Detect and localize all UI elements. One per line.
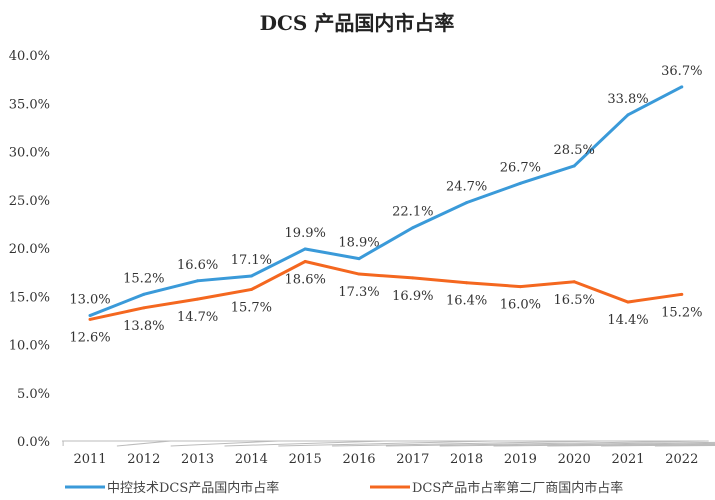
data-label: 28.5%: [554, 143, 595, 158]
data-point: [680, 292, 684, 296]
data-point: [88, 314, 92, 318]
data-label: 16.9%: [392, 289, 433, 304]
x-tick: [170, 440, 279, 447]
x-tick-label: 2019: [504, 452, 537, 467]
x-tick: [439, 441, 715, 447]
data-label: 16.0%: [500, 298, 541, 313]
data-label: 16.4%: [446, 294, 487, 309]
x-tick: [385, 440, 709, 447]
data-label: 36.7%: [661, 64, 702, 79]
y-tick-label: 5.0%: [17, 387, 50, 402]
data-point: [303, 260, 307, 264]
y-tick-label: 40.0%: [9, 49, 50, 64]
data-label: 16.5%: [554, 293, 595, 308]
x-tick-label: 2014: [235, 452, 268, 467]
y-tick-label: 25.0%: [9, 194, 50, 209]
data-label: 13.0%: [69, 293, 110, 308]
data-point: [303, 247, 307, 251]
x-tick-label: 2022: [665, 452, 698, 467]
data-label: 16.6%: [177, 258, 218, 273]
data-label: 15.7%: [231, 300, 272, 315]
data-point: [88, 317, 92, 321]
x-tick: [547, 443, 715, 447]
data-label: 12.6%: [69, 330, 110, 345]
data-label: 17.1%: [231, 253, 272, 268]
x-tick-label: 2018: [450, 452, 483, 467]
data-point: [196, 297, 200, 301]
x-tick-label: 2011: [73, 452, 106, 467]
data-point: [626, 113, 630, 117]
legend-label: DCS产品市占率第二厂商国内市占率: [412, 480, 623, 496]
data-label: 17.3%: [338, 285, 379, 300]
x-tick-label: 2017: [396, 452, 429, 467]
y-tick-label: 35.0%: [9, 97, 50, 112]
data-point: [518, 181, 522, 185]
data-point: [249, 274, 253, 278]
data-point: [142, 292, 146, 296]
data-label: 18.9%: [338, 236, 379, 251]
data-point: [680, 85, 684, 89]
data-label: 24.7%: [446, 180, 487, 195]
x-tick: [493, 442, 715, 447]
x-tick-label: 2020: [558, 452, 591, 467]
data-label: 15.2%: [123, 271, 164, 286]
x-tick-label: 2013: [181, 452, 214, 467]
data-label: 19.9%: [285, 226, 326, 241]
data-label: 33.8%: [607, 92, 648, 107]
data-label: 18.6%: [285, 273, 326, 288]
data-label: 26.7%: [500, 160, 541, 175]
chart-title: DCS 产品国内市占率: [260, 11, 455, 35]
x-tick-label: 2016: [342, 452, 375, 467]
x-tick-label: 2012: [127, 452, 160, 467]
y-tick-label: 10.0%: [9, 339, 50, 354]
data-point: [465, 201, 469, 205]
series-line-1: [89, 259, 683, 321]
x-tick: [278, 440, 494, 447]
x-tick: [224, 440, 386, 447]
data-point: [518, 285, 522, 289]
y-tick-label: 30.0%: [9, 146, 50, 161]
data-label: 15.2%: [661, 305, 702, 320]
legend-label: 中控技术DCS产品国内市占率: [107, 480, 279, 496]
data-point: [572, 164, 576, 168]
x-tick-label: 2015: [289, 452, 322, 467]
data-point: [572, 280, 576, 284]
data-point: [411, 226, 415, 230]
data-point: [411, 276, 415, 280]
data-point: [465, 281, 469, 285]
data-label: 13.8%: [123, 319, 164, 334]
y-tick-label: 0.0%: [17, 435, 50, 450]
x-tick-label: 2021: [611, 452, 644, 467]
x-tick: [601, 444, 715, 447]
data-point: [626, 300, 630, 304]
data-label: 22.1%: [392, 205, 433, 220]
y-tick-label: 15.0%: [9, 290, 50, 305]
data-label: 14.4%: [607, 313, 648, 328]
data-point: [249, 287, 253, 291]
series-line-0: [89, 85, 683, 317]
x-tick: [116, 440, 171, 447]
y-tick-label: 20.0%: [9, 242, 50, 257]
x-tick: [332, 440, 602, 447]
data-label: 14.7%: [177, 310, 218, 325]
data-point: [357, 257, 361, 261]
data-point: [142, 306, 146, 310]
data-point: [357, 272, 361, 276]
data-point: [196, 279, 200, 283]
